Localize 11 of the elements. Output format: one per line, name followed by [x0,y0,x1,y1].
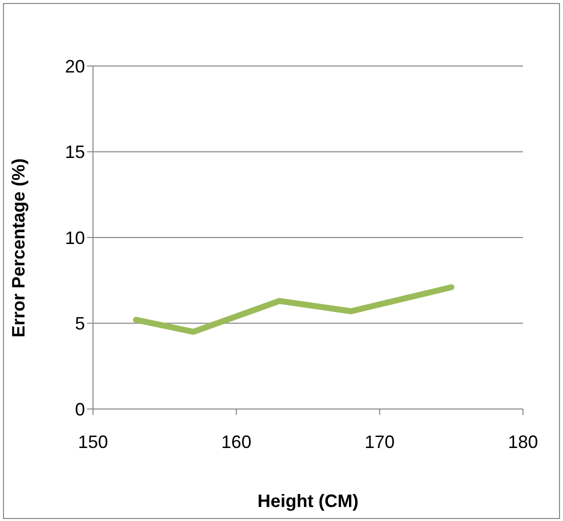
y-tick-label: 5 [74,314,85,334]
y-tick-label: 0 [74,399,85,420]
y-tick-label: 20 [64,56,85,76]
y-tick-label: 15 [64,142,85,162]
x-tick-label: 170 [364,432,395,452]
x-tick-label: 160 [221,432,252,452]
x-tick-label: 180 [508,432,538,452]
x-tick-label: 150 [78,432,108,452]
y-axis-title: Error Percentage (%) [8,158,28,338]
y-tick-label: 10 [64,228,85,248]
x-axis-title: Height (CM) [258,491,358,511]
